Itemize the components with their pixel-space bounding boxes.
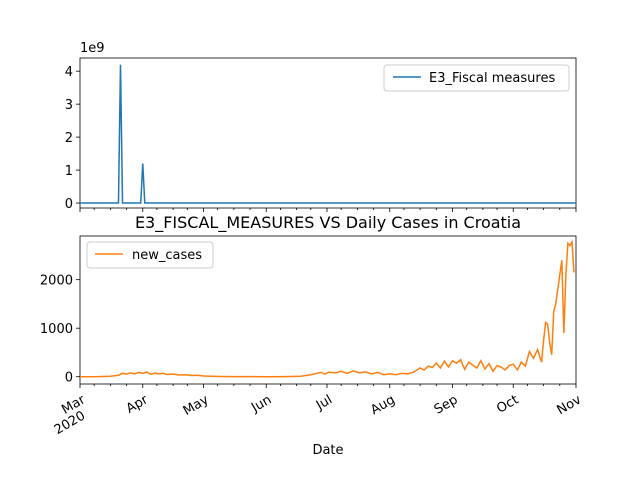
top-y-tick-label: 1 [65,164,73,179]
fiscal-measures-panel: 1e9 0 1 2 3 4 E3_Fiscal measures [65,41,577,212]
top-y-tick-label: 0 [65,197,73,212]
x-tick-label: Sep [432,392,461,417]
bottom-y-tick-label: 1000 [40,322,73,337]
x-tick-label: Jul [313,392,335,413]
bottom-y-tick-label: 0 [65,371,73,386]
bottom-legend-box [86,241,214,269]
bottom-legend: new_cases [86,241,214,269]
x-tick-label: Aug [368,392,397,418]
bottom-y-tick-label: 2000 [40,274,73,289]
top-x-ticks [79,208,577,212]
top-y-tick-label: 3 [65,98,73,113]
daily-cases-panel: E3_FISCAL_MEASURES VS Daily Cases in Cro… [40,213,584,458]
top-legend: E3_Fiscal measures [383,64,570,92]
top-y-ticks: 0 1 2 3 4 [65,65,80,212]
series-line-e3-fiscal-measures [80,64,576,204]
bottom-y-ticks: 0 1000 2000 [40,274,80,386]
x-tick-label: Oct [494,392,521,416]
x-tick-label: May [181,392,212,419]
x-tick-label: Jun [248,392,274,416]
top-legend-box [383,64,570,92]
legend-label-e3-fiscal-measures: E3_Fiscal measures [429,71,555,86]
legend-label-new-cases: new_cases [132,248,202,263]
top-y-tick-label: 4 [65,65,73,80]
bottom-plot-frame [79,235,577,385]
top-y-tick-label: 2 [65,131,73,146]
x-axis-label: Date [312,443,343,458]
chart-title: E3_FISCAL_MEASURES VS Daily Cases in Cro… [135,213,521,233]
x-tick-label: Apr [124,392,152,417]
top-scale-label: 1e9 [80,41,105,56]
series-line-new-cases [79,239,575,378]
x-tick-label: Nov [555,392,585,418]
top-plot-frame [79,57,577,209]
